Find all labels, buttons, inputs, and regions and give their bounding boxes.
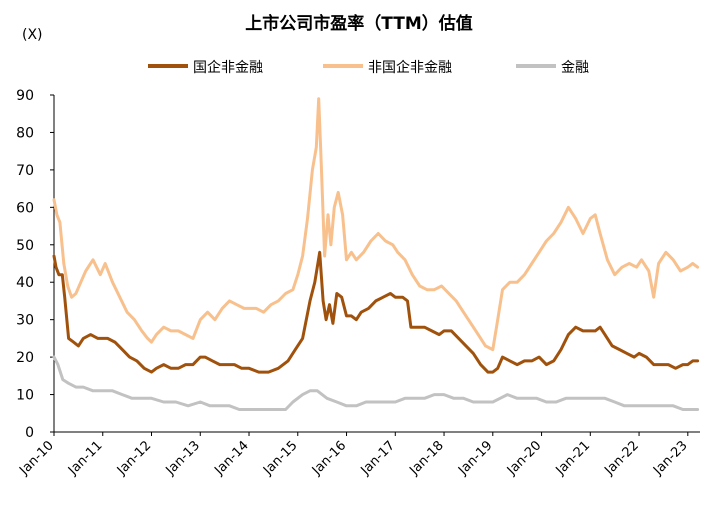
x-tick-label-2: Jan-12 <box>114 438 155 479</box>
y-tick-label-4: 40 <box>16 275 34 291</box>
x-tick-label-4: Jan-14 <box>211 438 252 479</box>
x-tick-label-12: Jan-22 <box>601 438 642 479</box>
series-line-1 <box>52 97 700 352</box>
x-tick-label-6: Jan-16 <box>309 438 350 479</box>
y-tick-label-2: 20 <box>16 350 34 366</box>
y-tick-label-9: 90 <box>16 88 34 104</box>
x-tick-label-0: Jan-10 <box>16 438 57 479</box>
y-tick-label-5: 50 <box>16 238 34 254</box>
legend-item-series-2: 金融 <box>516 57 589 77</box>
legend-item-series-0: 国企非金融 <box>148 57 263 77</box>
series-line-2 <box>52 355 700 411</box>
x-tick-label-13: Jan-23 <box>650 438 691 479</box>
legend-label-series-0: 国企非金融 <box>193 60 263 76</box>
x-tick-label-9: Jan-19 <box>455 438 496 479</box>
legend-label-series-2: 金融 <box>561 60 589 76</box>
y-tick-label-8: 80 <box>16 125 34 141</box>
y-tick-label-3: 30 <box>16 313 34 329</box>
x-tick-label-5: Jan-15 <box>260 438 301 479</box>
x-tick-label-11: Jan-21 <box>553 438 594 479</box>
y-tick-label-1: 10 <box>16 388 34 404</box>
legend-swatch-series-0 <box>148 64 188 68</box>
x-tick-label-10: Jan-20 <box>504 438 545 479</box>
x-tick-label-7: Jan-17 <box>358 438 399 479</box>
series-line-0 <box>52 250 700 374</box>
legend-swatch-series-1 <box>323 64 363 68</box>
y-unit-label: (X) <box>22 27 43 43</box>
x-tick-label-3: Jan-13 <box>163 438 204 479</box>
legend-label-series-1: 非国企非金融 <box>368 60 452 76</box>
legend-swatch-series-2 <box>516 64 556 68</box>
y-tick-label-7: 70 <box>16 163 34 179</box>
chart-title: 上市公司市盈率（TTM）估值 <box>245 14 473 34</box>
x-tick-label-1: Jan-11 <box>65 438 106 479</box>
legend-item-series-1: 非国企非金融 <box>323 57 452 77</box>
y-tick-label-0: 0 <box>25 425 34 441</box>
x-tick-label-8: Jan-18 <box>406 438 447 479</box>
legend: 国企非金融 非国企非金融 金融 <box>0 57 718 79</box>
y-tick-label-6: 60 <box>16 200 34 216</box>
